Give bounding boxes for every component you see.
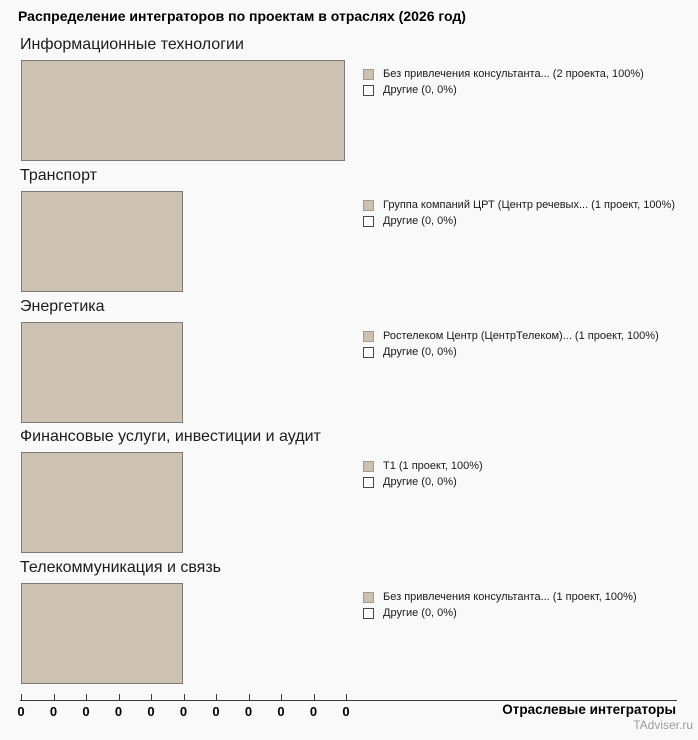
x-axis-line xyxy=(20,700,677,701)
legend-item: Другие (0, 0%) xyxy=(363,82,644,98)
legend-label: Другие (0, 0%) xyxy=(383,476,457,488)
legend-item: Т1 (1 проект, 100%) xyxy=(363,458,483,474)
legend-swatch-filled-icon xyxy=(363,199,374,211)
x-axis-tick-label: 0 xyxy=(244,704,253,719)
x-axis-tick-label: 0 xyxy=(277,704,285,719)
legend-label: Группа компаний ЦРТ (Центр речевых... (1… xyxy=(383,199,675,211)
industry-title: Энергетика xyxy=(20,298,105,315)
legend-swatch-filled-icon xyxy=(363,68,374,80)
legend: Т1 (1 проект, 100%) Другие (0, 0%) xyxy=(363,458,483,490)
x-axis-tick xyxy=(313,694,315,700)
industry-title: Транспорт xyxy=(20,167,97,184)
legend-item: Группа компаний ЦРТ (Центр речевых... (1… xyxy=(363,197,675,213)
industry-bar xyxy=(21,60,345,161)
x-axis-tick-label: 0 xyxy=(17,704,25,719)
tadviser-watermark: TAdviser.ru xyxy=(633,718,693,732)
x-axis-tick xyxy=(86,694,87,700)
legend-label: Другие (0, 0%) xyxy=(383,607,457,619)
legend: Ростелеком Центр (ЦентрТелеком)... (1 пр… xyxy=(363,328,659,360)
legend: Без привлечения консультанта... (1 проек… xyxy=(363,589,637,621)
x-axis-tick xyxy=(21,694,22,700)
legend-label: Ростелеком Центр (ЦентрТелеком)... (1 пр… xyxy=(383,330,659,342)
legend-label: Т1 (1 проект, 100%) xyxy=(383,460,483,472)
x-axis-tick-label: 0 xyxy=(49,704,58,719)
legend-label: Без привлечения консультанта... (2 проек… xyxy=(383,68,644,80)
x-axis-tick-label: 0 xyxy=(212,704,220,719)
legend-label: Без привлечения консультанта... (1 проек… xyxy=(383,591,637,603)
x-axis-tick-label: 0 xyxy=(309,704,318,719)
x-axis-tick xyxy=(118,694,120,700)
x-axis-tick-label: 0 xyxy=(82,704,90,719)
x-axis-title: Отраслевые интеграторы xyxy=(502,702,676,717)
legend-label: Другие (0, 0%) xyxy=(383,215,457,227)
legend-swatch-empty-icon xyxy=(363,84,374,96)
legend-swatch-empty-icon xyxy=(363,215,374,227)
industry-section: Телекоммуникация и связь Без привлечения … xyxy=(20,559,680,689)
industry-section: Информационные технологии Без привлечения… xyxy=(20,36,680,166)
x-axis-tick xyxy=(281,694,282,700)
legend: Без привлечения консультанта... (2 проек… xyxy=(363,66,644,98)
legend-swatch-empty-icon xyxy=(363,607,374,619)
legend-label: Другие (0, 0%) xyxy=(383,84,457,96)
industry-section: Транспорт Группа компаний ЦРТ (Центр рече… xyxy=(20,167,680,297)
industry-section: Финансовые услуги, инвестиции и аудит Т1 … xyxy=(20,428,680,558)
x-axis-tick-label: 0 xyxy=(147,704,155,719)
legend-swatch-filled-icon xyxy=(363,460,374,472)
legend-item: Другие (0, 0%) xyxy=(363,213,675,229)
industry-section: Энергетика Ростелеком Центр (ЦентрТелеком… xyxy=(20,298,680,428)
legend-item: Ростелеком Центр (ЦентрТелеком)... (1 пр… xyxy=(363,328,659,344)
x-axis-tick-label: 0 xyxy=(179,704,188,719)
x-axis-tick xyxy=(248,694,250,700)
x-axis-tick xyxy=(346,694,347,700)
legend: Группа компаний ЦРТ (Центр речевых... (1… xyxy=(363,197,675,229)
legend-swatch-filled-icon xyxy=(363,591,374,603)
x-axis-tick xyxy=(183,694,185,700)
legend-item: Без привлечения консультанта... (1 проек… xyxy=(363,589,637,605)
industry-bar xyxy=(21,452,183,553)
legend-item: Другие (0, 0%) xyxy=(363,605,637,621)
chart-title: Распределение интеграторов по проектам в… xyxy=(18,8,466,24)
legend-label: Другие (0, 0%) xyxy=(383,346,457,358)
legend-swatch-filled-icon xyxy=(363,330,374,342)
industry-title: Телекоммуникация и связь xyxy=(20,559,222,576)
industry-bar xyxy=(21,583,183,684)
industry-bar xyxy=(21,191,183,292)
industry-bar xyxy=(21,322,183,423)
x-axis-tick-label: 0 xyxy=(114,704,123,719)
x-axis-tick xyxy=(53,694,55,700)
legend-item: Другие (0, 0%) xyxy=(363,344,659,360)
legend-item: Без привлечения консультанта... (2 проек… xyxy=(363,66,644,82)
legend-swatch-empty-icon xyxy=(363,476,374,488)
legend-item: Другие (0, 0%) xyxy=(363,474,483,490)
x-axis-tick xyxy=(216,694,217,700)
industry-title: Финансовые услуги, инвестиции и аудит xyxy=(20,428,321,445)
industry-title: Информационные технологии xyxy=(20,36,244,53)
x-axis-tick-label: 0 xyxy=(342,704,350,719)
legend-swatch-empty-icon xyxy=(363,346,374,358)
x-axis-tick xyxy=(151,694,152,700)
